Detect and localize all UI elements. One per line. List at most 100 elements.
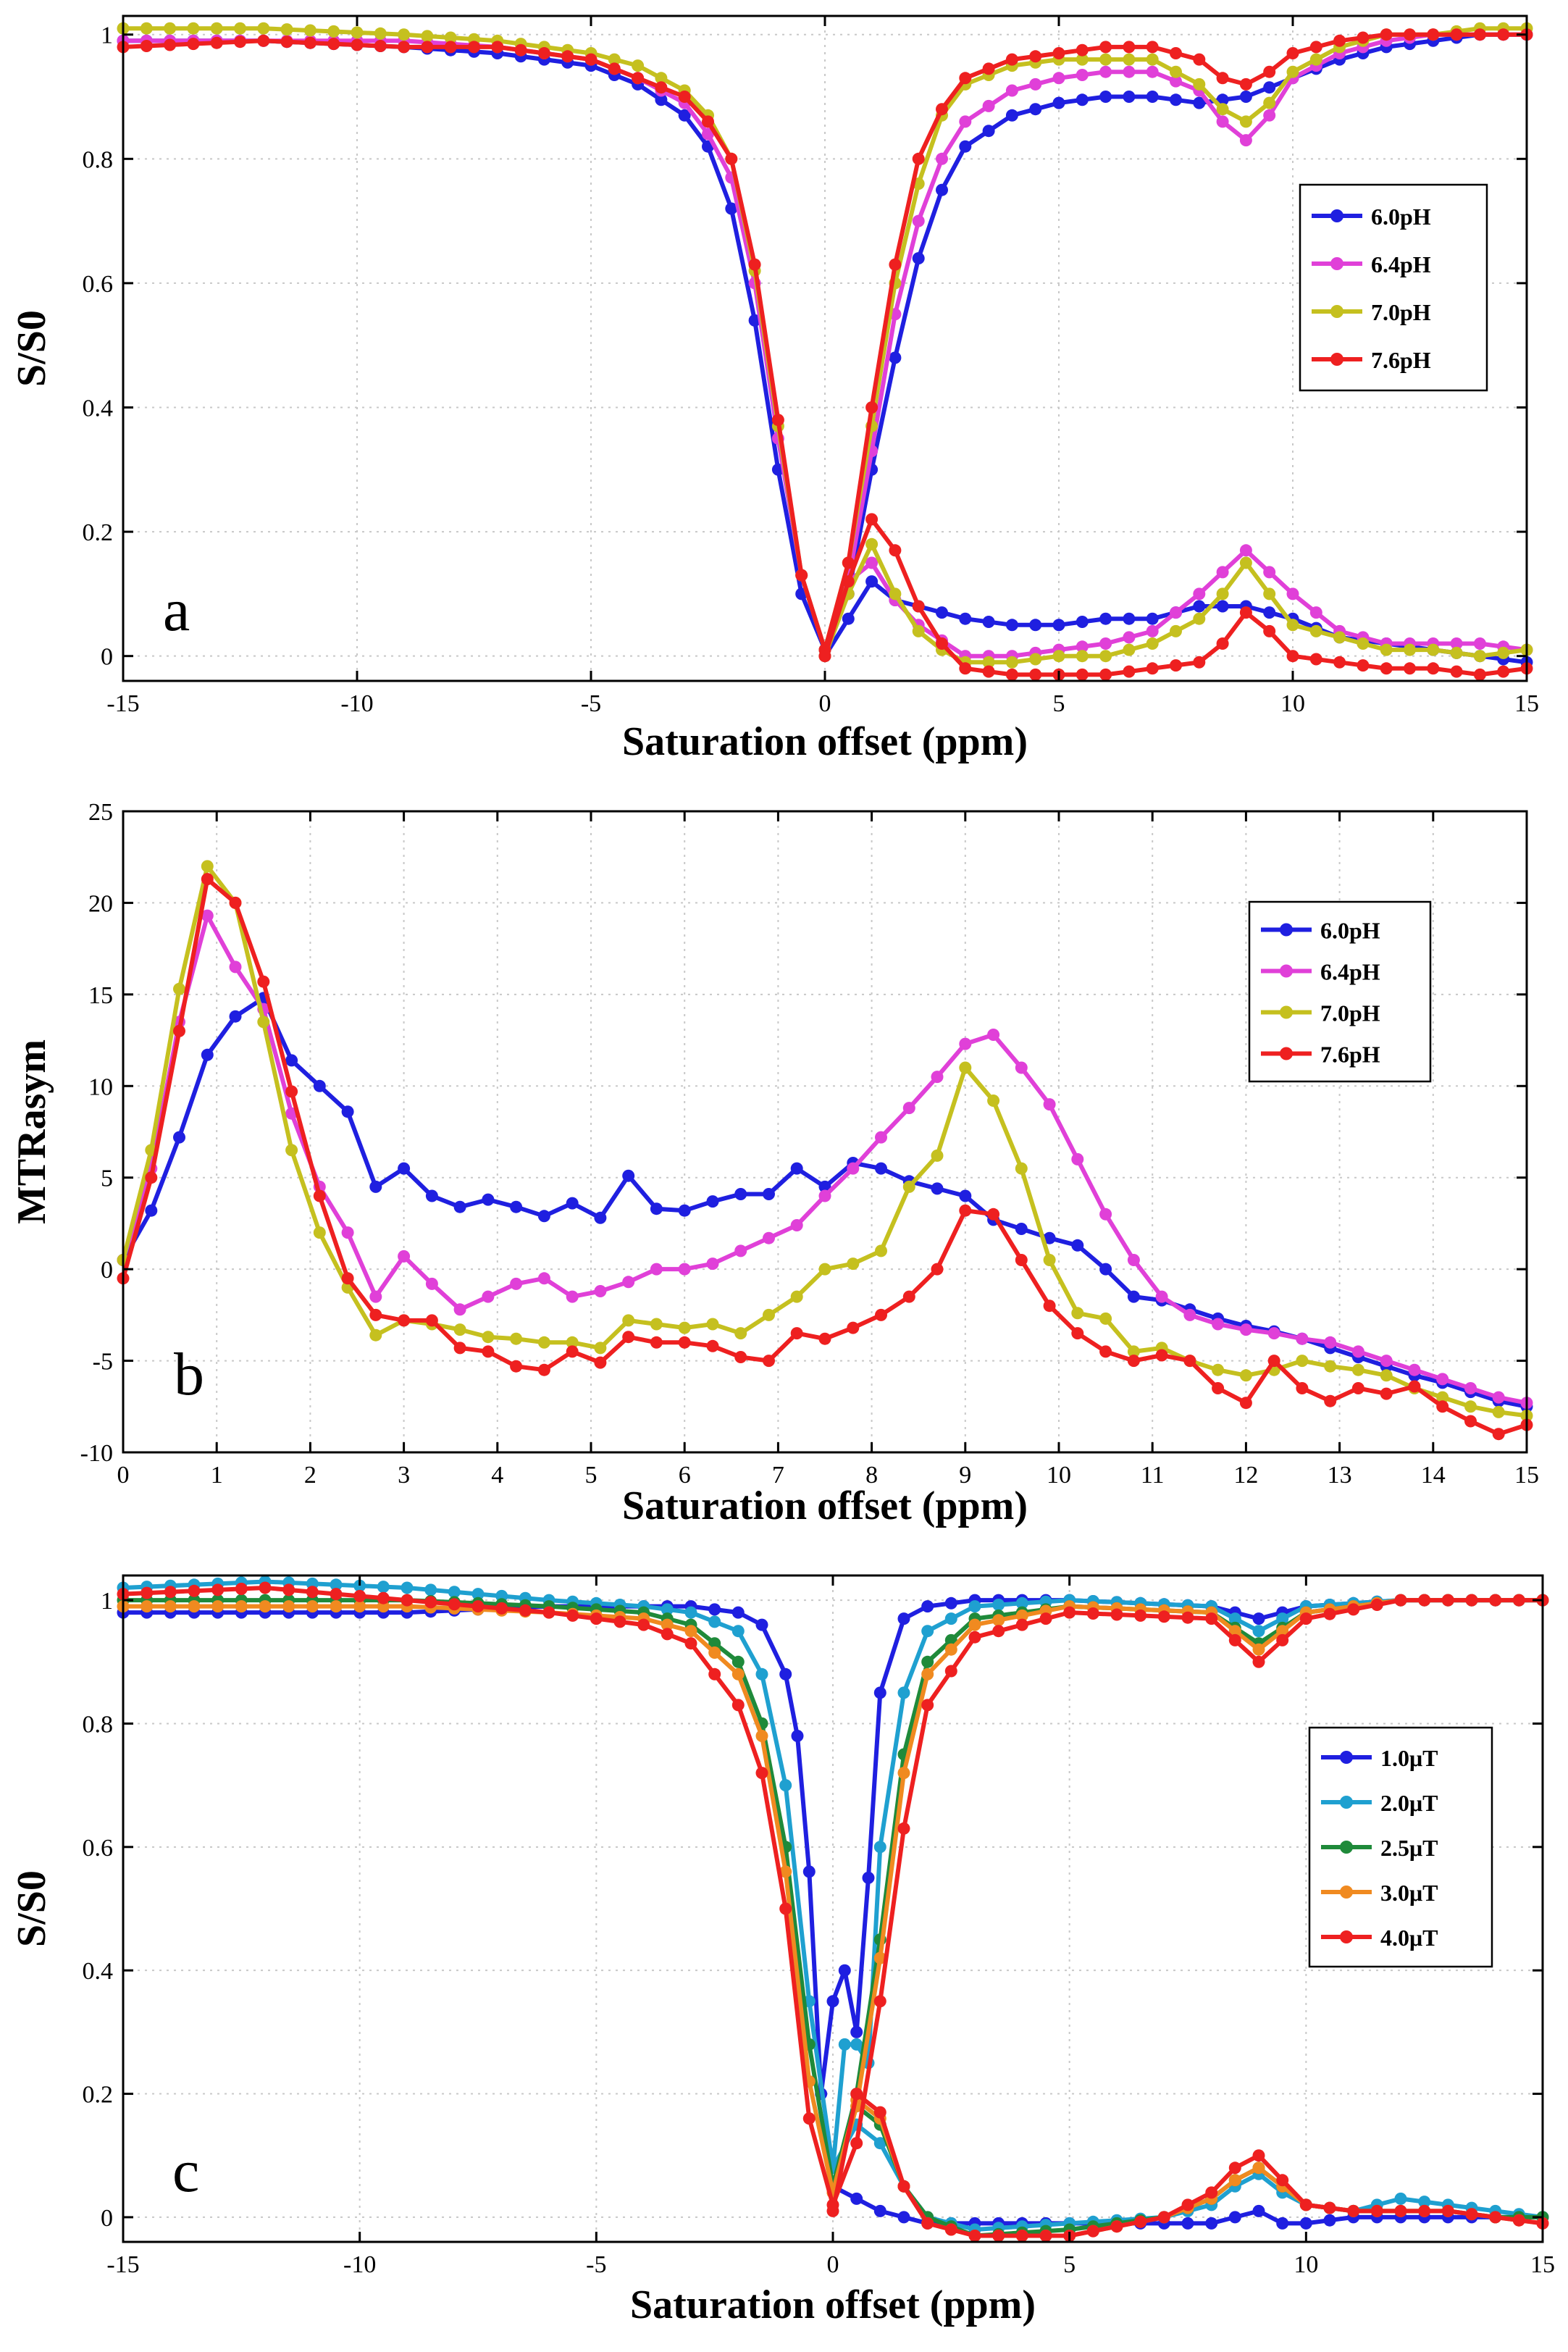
data-point: [566, 1197, 579, 1210]
legend-swatch-marker: [1340, 1886, 1353, 1899]
legend-entry-label: 1.0μT: [1380, 1745, 1438, 1771]
data-point: [1099, 91, 1112, 103]
x-tick-label: 6: [679, 1462, 691, 1489]
data-point: [1155, 1290, 1168, 1303]
data-point: [448, 1598, 461, 1611]
data-point: [1347, 2204, 1360, 2217]
data-point: [1052, 96, 1065, 109]
data-point: [1134, 1609, 1147, 1622]
data-point: [1239, 134, 1252, 147]
data-point: [818, 1180, 831, 1193]
data-point: [1015, 1162, 1028, 1175]
data-point: [1276, 2217, 1289, 2230]
data-point: [655, 93, 668, 106]
data-point: [842, 612, 855, 625]
panel-letter: a: [163, 577, 190, 644]
data-point: [1123, 91, 1136, 103]
data-point: [1357, 31, 1370, 44]
data-point: [847, 1257, 860, 1271]
data-point: [1063, 1606, 1076, 1619]
data-point: [1309, 653, 1322, 666]
data-point: [257, 1016, 270, 1029]
data-point: [842, 556, 855, 569]
data-point: [847, 1162, 860, 1175]
data-point: [1263, 65, 1276, 78]
legend: 6.0pH 6.4pH 7.0pH 7.6pH: [1248, 900, 1432, 1083]
x-tick-label: 0: [827, 2251, 839, 2278]
data-point: [1418, 1594, 1431, 1607]
data-point: [594, 1356, 607, 1369]
data-point: [1052, 72, 1065, 85]
data-point: [661, 1628, 674, 1641]
data-point: [708, 1637, 721, 1650]
data-point: [889, 544, 902, 557]
data-point: [1497, 665, 1510, 678]
data-point: [1193, 612, 1206, 625]
legend-entry-label: 3.0μT: [1380, 1880, 1438, 1906]
y-tick-label: 0.2: [83, 519, 114, 546]
data-point: [1123, 41, 1136, 54]
series-7.6pH: [117, 28, 1533, 681]
legend-entry-label: 6.0pH: [1371, 204, 1431, 230]
data-point: [850, 2038, 863, 2051]
data-point: [902, 1290, 915, 1303]
data-point: [537, 47, 550, 59]
data-point: [684, 1606, 697, 1619]
data-point: [1123, 665, 1136, 678]
x-tick-label: 2: [304, 1462, 316, 1489]
data-point: [141, 1600, 154, 1613]
data-point: [779, 1902, 792, 1915]
panel-letter: b: [174, 1341, 204, 1408]
data-point: [1263, 624, 1276, 637]
data-point: [1309, 606, 1322, 619]
data-point: [1464, 1382, 1477, 1394]
data-point: [1212, 1382, 1225, 1394]
data-point: [1239, 556, 1252, 569]
chart-panel-c: -15 -10 -5 0 5 10 15 0 0.2 0.4 0.6 0.8 1 Saturation o…: [9, 1574, 1555, 2327]
data-point: [377, 1581, 390, 1594]
data-point: [537, 1363, 550, 1376]
data-point: [1146, 91, 1159, 103]
data-point: [1005, 656, 1018, 669]
data-point: [1357, 659, 1370, 672]
data-point: [594, 1342, 607, 1355]
data-point: [421, 30, 434, 43]
data-point: [1099, 1312, 1112, 1325]
data-point: [374, 40, 387, 52]
data-point: [850, 2025, 863, 2038]
data-point: [678, 1204, 691, 1217]
data-point: [1099, 53, 1112, 66]
data-point: [1450, 665, 1463, 678]
data-point: [510, 1360, 523, 1373]
data-point: [613, 1615, 626, 1628]
data-point: [850, 2137, 863, 2150]
data-point: [584, 53, 598, 66]
data-point: [257, 22, 270, 35]
data-point: [1123, 631, 1136, 644]
data-point: [1473, 668, 1486, 681]
data-point: [341, 1105, 354, 1118]
data-point: [187, 38, 200, 51]
data-point: [140, 40, 153, 52]
data-point: [1052, 650, 1065, 663]
legend: 6.0pH 6.4pH 7.0pH 7.6pH: [1299, 183, 1488, 392]
data-point: [1473, 637, 1486, 650]
data-point: [702, 115, 714, 128]
data-point: [1170, 75, 1182, 88]
data-point: [1380, 662, 1393, 675]
data-point: [650, 1318, 663, 1331]
legend-swatch-marker: [1280, 1005, 1293, 1019]
data-point: [931, 1182, 944, 1195]
legend-entry-label: 2.5μT: [1380, 1835, 1438, 1861]
data-point: [912, 600, 925, 613]
series-4.0μT: [117, 1581, 1549, 2242]
data-point: [650, 1336, 663, 1349]
data-point: [1212, 1363, 1225, 1376]
series-line: [831, 2091, 1543, 2238]
data-point: [944, 2223, 957, 2236]
data-point: [1296, 1382, 1309, 1394]
data-point: [1370, 1599, 1383, 1611]
data-point: [1380, 1369, 1393, 1382]
data-point: [1216, 587, 1229, 600]
data-point: [755, 1667, 768, 1681]
